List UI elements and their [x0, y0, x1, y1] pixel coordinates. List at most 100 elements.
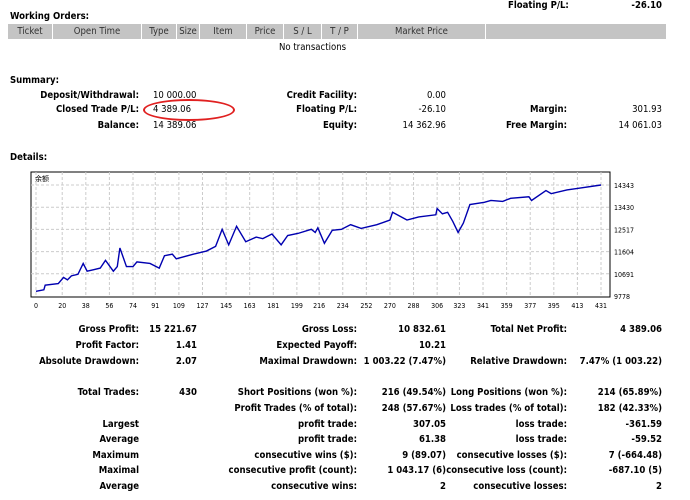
- stats-value: 248 (57.67%): [381, 403, 446, 414]
- stats-label: Maximal Drawdown:: [259, 356, 357, 367]
- stats-label: Gross Profit:: [78, 324, 139, 335]
- stats-value: 9 (89.07): [402, 450, 446, 461]
- col-empty: [486, 24, 666, 39]
- summary-value: 301.93: [632, 104, 662, 115]
- x-tick-label: 431: [595, 302, 607, 310]
- stats-row: Total Trades: 430 Short Positions (won %):…: [0, 386, 690, 400]
- stats-row: Absolute Drawdown: 2.07 Maximal Drawdown: 1…: [0, 355, 690, 369]
- stats-label: Long Positions (won %):: [450, 387, 567, 398]
- stats-value: 430: [179, 387, 197, 398]
- stats-value: 1 043.17 (6): [387, 465, 446, 476]
- summary-label: Credit Facility:: [286, 90, 357, 101]
- stats-label: Loss trades (% of total):: [450, 403, 567, 414]
- x-tick-label: 359: [501, 302, 513, 310]
- stats-value: 2: [440, 481, 446, 492]
- summary-row: Closed Trade P/L: 4 389.06 Floating P/L: -2…: [0, 103, 690, 117]
- summary-label: Closed Trade P/L:: [56, 104, 139, 115]
- y-tick-label: 11604: [614, 249, 634, 257]
- stats-row: Largest profit trade: 307.05 loss trade: -36…: [0, 418, 690, 432]
- summary-label: Balance:: [97, 120, 139, 131]
- x-tick-label: 323: [453, 302, 465, 310]
- stats-label: Gross Loss:: [301, 324, 357, 335]
- stats-value: 214 (65.89%): [597, 387, 662, 398]
- stats-row: Average consecutive wins: 2 consecutive los…: [0, 480, 690, 494]
- stats-value: 15 221.67: [149, 324, 197, 335]
- x-tick-label: 413: [571, 302, 583, 310]
- stats-value: 7.47% (1 003.22): [579, 356, 662, 367]
- summary-label: Deposit/Withdrawal:: [40, 90, 139, 101]
- col-market-price: Market Price: [358, 24, 486, 39]
- stats-label: consecutive wins:: [271, 481, 357, 492]
- x-tick-label: 395: [548, 302, 560, 310]
- stats-value: -687.10 (5): [608, 465, 662, 476]
- summary-value: 14 362.96: [402, 120, 446, 131]
- x-tick-label: 20: [58, 302, 66, 310]
- stats-label: consecutive losses:: [473, 481, 567, 492]
- stats-label: Total Trades:: [77, 387, 139, 398]
- highlight-circle: [143, 99, 235, 121]
- x-tick-label: 216: [313, 302, 325, 310]
- stats-label: Average: [99, 434, 139, 445]
- stats-row: Profit Trades (% of total): 248 (57.67%) L…: [0, 402, 690, 416]
- stats-label: Total Net Profit:: [490, 324, 567, 335]
- stats-value: 10 832.61: [398, 324, 446, 335]
- col-size: Size: [177, 24, 200, 39]
- summary-title: Summary:: [10, 75, 60, 86]
- y-tick-label: 12517: [614, 226, 634, 234]
- stats-label: Maximum: [92, 450, 139, 461]
- stats-value: 1.41: [175, 340, 197, 351]
- y-tick-label: 13430: [614, 204, 634, 212]
- stats-label: Maximal: [98, 465, 139, 476]
- x-tick-label: 145: [220, 302, 232, 310]
- x-tick-label: 74: [129, 302, 137, 310]
- stats-value: 182 (42.33%): [597, 403, 662, 414]
- stats-value: 1 003.22 (7.47%): [363, 356, 446, 367]
- summary-label: Equity:: [322, 120, 357, 131]
- stats-row: Profit Factor: 1.41 Expected Payoff: 10.21: [0, 339, 690, 353]
- x-tick-label: 91: [151, 302, 159, 310]
- balance-chart: 0 20 38 56 74 91 109 127 145 163 181 199 216 234 252 27…: [30, 171, 634, 310]
- x-tick-label: 109: [173, 302, 185, 310]
- stats-label: Short Positions (won %):: [237, 387, 357, 398]
- x-tick-label: 341: [477, 302, 489, 310]
- stats-value: 2: [656, 481, 662, 492]
- legend-label: 余额: [35, 174, 49, 183]
- stats-row: Maximum consecutive wins ($): 9 (89.07) con…: [0, 449, 690, 463]
- stats-value: 307.05: [413, 419, 446, 430]
- stats-value: -59.52: [631, 434, 662, 445]
- stats-label: Relative Drawdown:: [470, 356, 567, 367]
- stats-label: Expected Payoff:: [276, 340, 357, 351]
- col-price: Price: [247, 24, 284, 39]
- x-tick-label: 377: [524, 302, 536, 310]
- stats-row: Average profit trade: 61.38 loss trade: -59.…: [0, 433, 690, 447]
- summary-value: 14 389.06: [153, 120, 197, 131]
- y-tick-label: 10691: [614, 271, 634, 279]
- col-sl: S / L: [284, 24, 322, 39]
- summary-row: Deposit/Withdrawal: 10 000.00 Credit Facil…: [0, 89, 690, 103]
- col-item: Item: [200, 24, 247, 39]
- x-tick-label: 252: [360, 302, 372, 310]
- no-transactions-text: No transactions: [279, 42, 347, 53]
- y-tick-label: 9778: [614, 293, 630, 301]
- x-tick-label: 270: [384, 302, 396, 310]
- x-tick-label: 199: [291, 302, 303, 310]
- y-tick-label: 14343: [614, 182, 634, 190]
- summary-value: 14 061.03: [618, 120, 662, 131]
- x-tick-label: 234: [337, 302, 349, 310]
- x-tick-label: 163: [244, 302, 256, 310]
- working-orders-header: Ticket Open Time Type Size Item Price S …: [8, 24, 666, 39]
- stats-label: loss trade:: [515, 419, 567, 430]
- summary-label: Floating P/L:: [296, 104, 357, 115]
- stats-value: -361.59: [625, 419, 662, 430]
- stats-value: 61.38: [418, 434, 446, 445]
- stats-label: loss trade:: [515, 434, 567, 445]
- floating-pl-label-partial: Floating P/L:: [508, 0, 569, 11]
- summary-value: -26.10: [418, 104, 446, 115]
- stats-label: Absolute Drawdown:: [39, 356, 139, 367]
- stats-value: 7 (-664.48): [608, 450, 662, 461]
- col-type: Type: [142, 24, 177, 39]
- stats-label: Profit Trades (% of total):: [234, 403, 357, 414]
- stats-value: 4 389.06: [620, 324, 662, 335]
- stats-value: 216 (49.54%): [381, 387, 446, 398]
- balance-line: [35, 184, 602, 293]
